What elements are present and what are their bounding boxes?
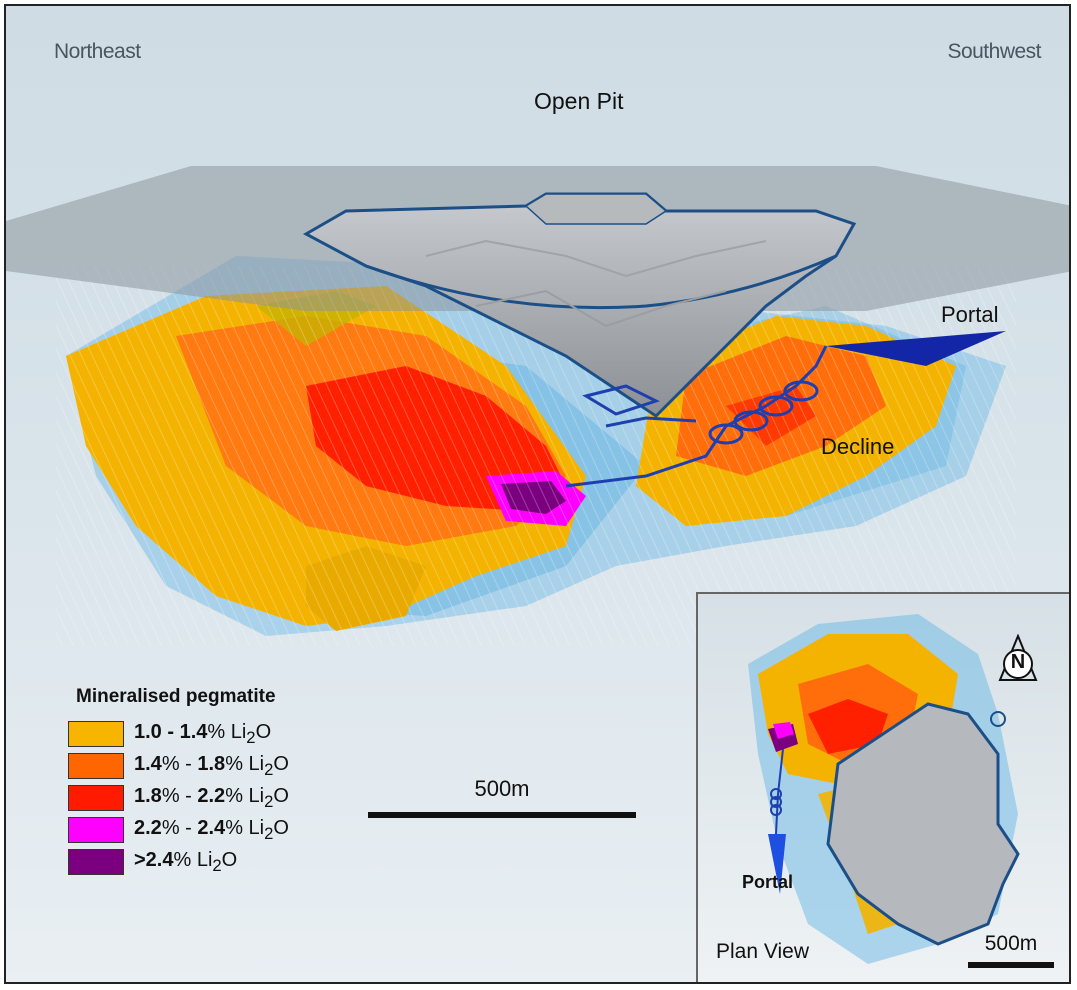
- legend-item: 1.8% - 2.2% Li2O: [68, 782, 289, 814]
- legend-label: >2.4% Li2O: [134, 848, 238, 875]
- plan-open-pit: [826, 702, 1020, 946]
- plan-view-diagram: [748, 614, 1020, 964]
- scale-bar-inset-label: 500m: [984, 932, 1038, 955]
- plan-view-inset: N Portal Plan View 500m: [696, 592, 1069, 982]
- legend: Mineralised pegmatite 1.0 - 1.4% Li2O 1.4…: [68, 686, 289, 878]
- section-diagram: [6, 166, 1069, 646]
- legend-item: 2.2% - 2.4% Li2O: [68, 814, 289, 846]
- legend-swatch: [68, 721, 124, 747]
- legend-item: 1.4% - 1.8% Li2O: [68, 750, 289, 782]
- section-view: Northeast Southwest Open Pit Portal Decl…: [4, 4, 1071, 984]
- north-arrow: N: [996, 633, 1040, 686]
- plan-portal-label: Portal: [742, 872, 794, 892]
- scale-bar-inset: 500m: [968, 932, 1054, 968]
- north-letter: N: [1010, 651, 1026, 673]
- scale-bar-inset-line: [968, 962, 1054, 968]
- decline-ramp: [565, 345, 828, 488]
- legend-label: 1.0 - 1.4% Li2O: [134, 720, 272, 747]
- plan-decline: [770, 748, 784, 835]
- legend-swatch: [68, 753, 124, 779]
- legend-label: 2.2% - 2.4% Li2O: [134, 816, 289, 843]
- plan-portal-marker: [768, 834, 786, 894]
- portal-marker: [826, 331, 1006, 366]
- legend-title: Mineralised pegmatite: [76, 686, 276, 707]
- legend-rows: 1.0 - 1.4% Li2O 1.4% - 1.8% Li2O 1.8% - 2.…: [68, 718, 289, 878]
- legend-swatch: [68, 785, 124, 811]
- north-arrow-icon: [998, 633, 1038, 681]
- plan-pit-ring: [990, 711, 1006, 727]
- open-pit-shell: [302, 192, 857, 418]
- legend-item: >2.4% Li2O: [68, 846, 289, 878]
- scale-bar-main: 500m: [368, 776, 636, 818]
- scale-bar-main-label: 500m: [474, 776, 530, 801]
- legend-item: 1.0 - 1.4% Li2O: [68, 718, 289, 750]
- legend-swatch: [68, 849, 124, 875]
- decline-label: Decline: [821, 434, 895, 459]
- scale-bar-main-line: [368, 812, 636, 818]
- open-pit-label: Open Pit: [534, 88, 624, 114]
- legend-swatch: [68, 817, 124, 843]
- portal-label: Portal: [941, 302, 999, 327]
- plan-view-title: Plan View: [716, 940, 810, 963]
- legend-label: 1.8% - 2.2% Li2O: [134, 784, 289, 811]
- southwest-label: Southwest: [947, 40, 1041, 63]
- northeast-label: Northeast: [54, 40, 141, 63]
- legend-label: 1.4% - 1.8% Li2O: [134, 752, 289, 779]
